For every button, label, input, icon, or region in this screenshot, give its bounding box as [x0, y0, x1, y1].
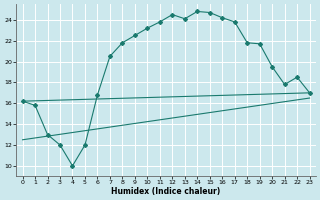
X-axis label: Humidex (Indice chaleur): Humidex (Indice chaleur)	[111, 187, 221, 196]
